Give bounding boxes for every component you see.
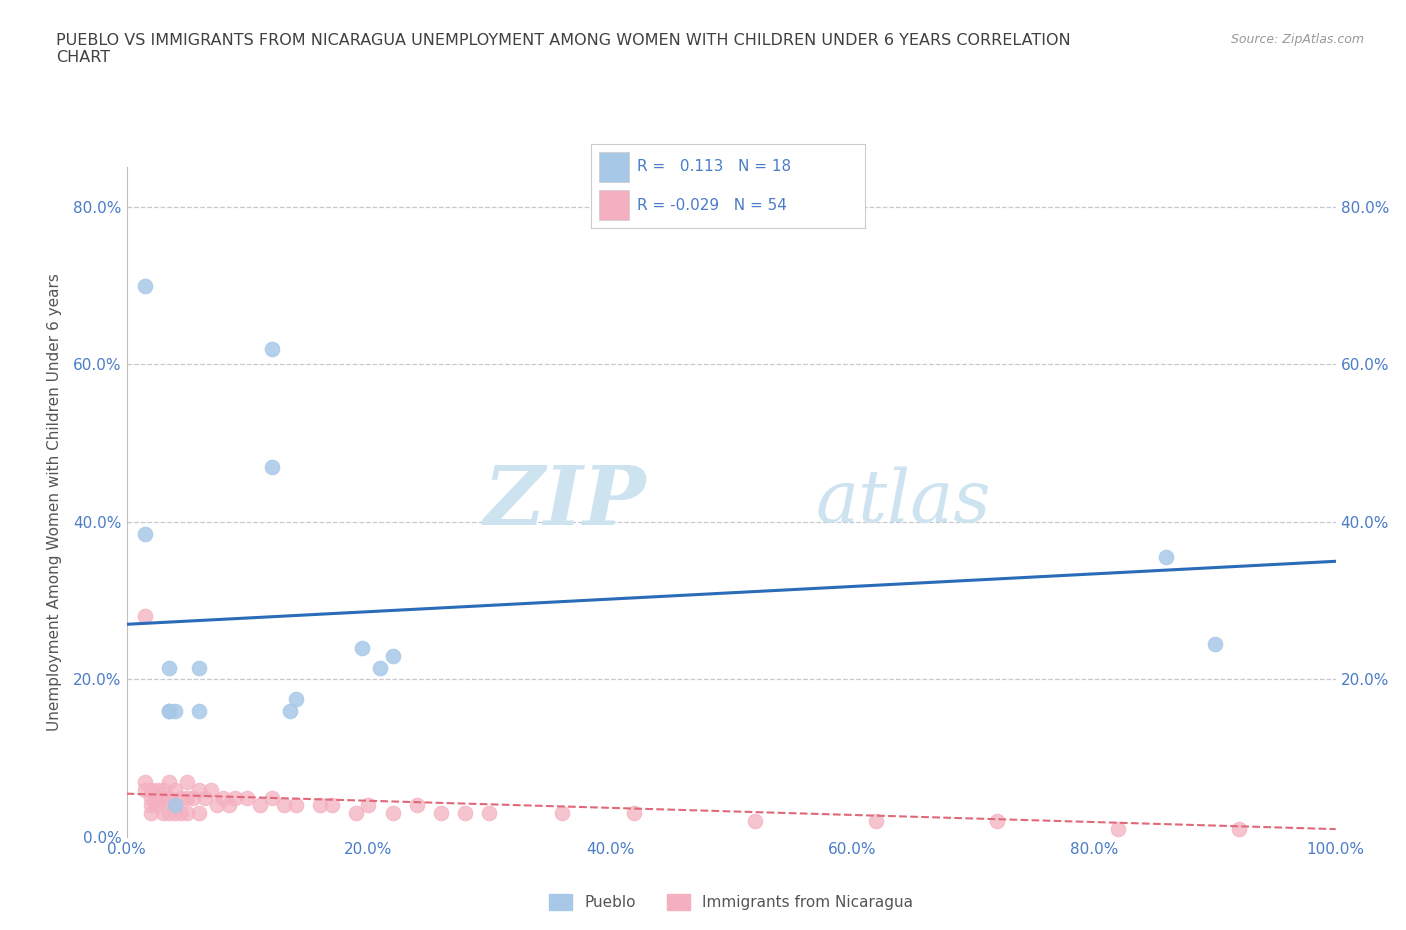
Point: [188, 782, 211, 797]
Text: ZIP: ZIP: [484, 462, 647, 542]
Point: [146, 790, 169, 805]
Point: [176, 790, 198, 805]
Point: [163, 798, 186, 813]
Point: [249, 798, 271, 813]
Point: [218, 798, 240, 813]
Point: [430, 806, 453, 821]
Point: [260, 341, 283, 356]
Point: [176, 775, 198, 790]
Point: [212, 790, 235, 805]
Point: [157, 703, 180, 718]
Point: [157, 703, 180, 718]
Point: [146, 798, 169, 813]
Point: [170, 790, 193, 805]
Point: [273, 798, 295, 813]
Point: [134, 609, 156, 624]
Point: [284, 692, 307, 707]
Text: R = -0.029   N = 54: R = -0.029 N = 54: [637, 198, 787, 213]
Text: PUEBLO VS IMMIGRANTS FROM NICARAGUA UNEMPLOYMENT AMONG WOMEN WITH CHILDREN UNDER: PUEBLO VS IMMIGRANTS FROM NICARAGUA UNEM…: [56, 33, 1071, 65]
Point: [478, 806, 501, 821]
Point: [309, 798, 332, 813]
Point: [454, 806, 477, 821]
Point: [134, 278, 156, 293]
Point: [152, 806, 174, 821]
Point: [194, 790, 217, 805]
Point: [1107, 822, 1129, 837]
Point: [157, 790, 180, 805]
Text: R =   0.113   N = 18: R = 0.113 N = 18: [637, 159, 792, 174]
Point: [405, 798, 427, 813]
Point: [1227, 822, 1250, 837]
Point: [551, 806, 574, 821]
Point: [157, 775, 180, 790]
Point: [284, 798, 307, 813]
Y-axis label: Unemployment Among Women with Children Under 6 years: Unemployment Among Women with Children U…: [46, 273, 62, 731]
Point: [134, 775, 156, 790]
Point: [188, 660, 211, 675]
Point: [381, 806, 404, 821]
Point: [278, 703, 301, 718]
Point: [139, 782, 162, 797]
Point: [260, 790, 283, 805]
Point: [139, 798, 162, 813]
Point: [381, 648, 404, 663]
Point: [188, 806, 211, 821]
Point: [170, 806, 193, 821]
Point: [163, 703, 186, 718]
Point: [157, 806, 180, 821]
Point: [1204, 636, 1226, 651]
Point: [139, 790, 162, 805]
Point: [865, 814, 887, 829]
Point: [986, 814, 1008, 829]
Point: [200, 782, 222, 797]
Point: [152, 790, 174, 805]
FancyBboxPatch shape: [599, 152, 628, 182]
Point: [370, 660, 392, 675]
Point: [176, 806, 198, 821]
Point: [357, 798, 380, 813]
Point: [146, 782, 169, 797]
Point: [157, 660, 180, 675]
Point: [236, 790, 259, 805]
FancyBboxPatch shape: [599, 191, 628, 220]
Point: [344, 806, 367, 821]
Point: [205, 798, 228, 813]
Point: [188, 703, 211, 718]
Point: [163, 782, 186, 797]
Point: [260, 459, 283, 474]
Point: [744, 814, 766, 829]
Point: [181, 790, 204, 805]
Point: [134, 782, 156, 797]
Legend: Pueblo, Immigrants from Nicaragua: Pueblo, Immigrants from Nicaragua: [543, 888, 920, 916]
Point: [152, 782, 174, 797]
Point: [139, 806, 162, 821]
Point: [1156, 550, 1178, 565]
Point: [134, 526, 156, 541]
Text: atlas: atlas: [815, 467, 991, 538]
Point: [163, 798, 186, 813]
Text: Source: ZipAtlas.com: Source: ZipAtlas.com: [1230, 33, 1364, 46]
Point: [163, 806, 186, 821]
Point: [224, 790, 246, 805]
Point: [321, 798, 343, 813]
Point: [623, 806, 645, 821]
Point: [352, 641, 374, 656]
